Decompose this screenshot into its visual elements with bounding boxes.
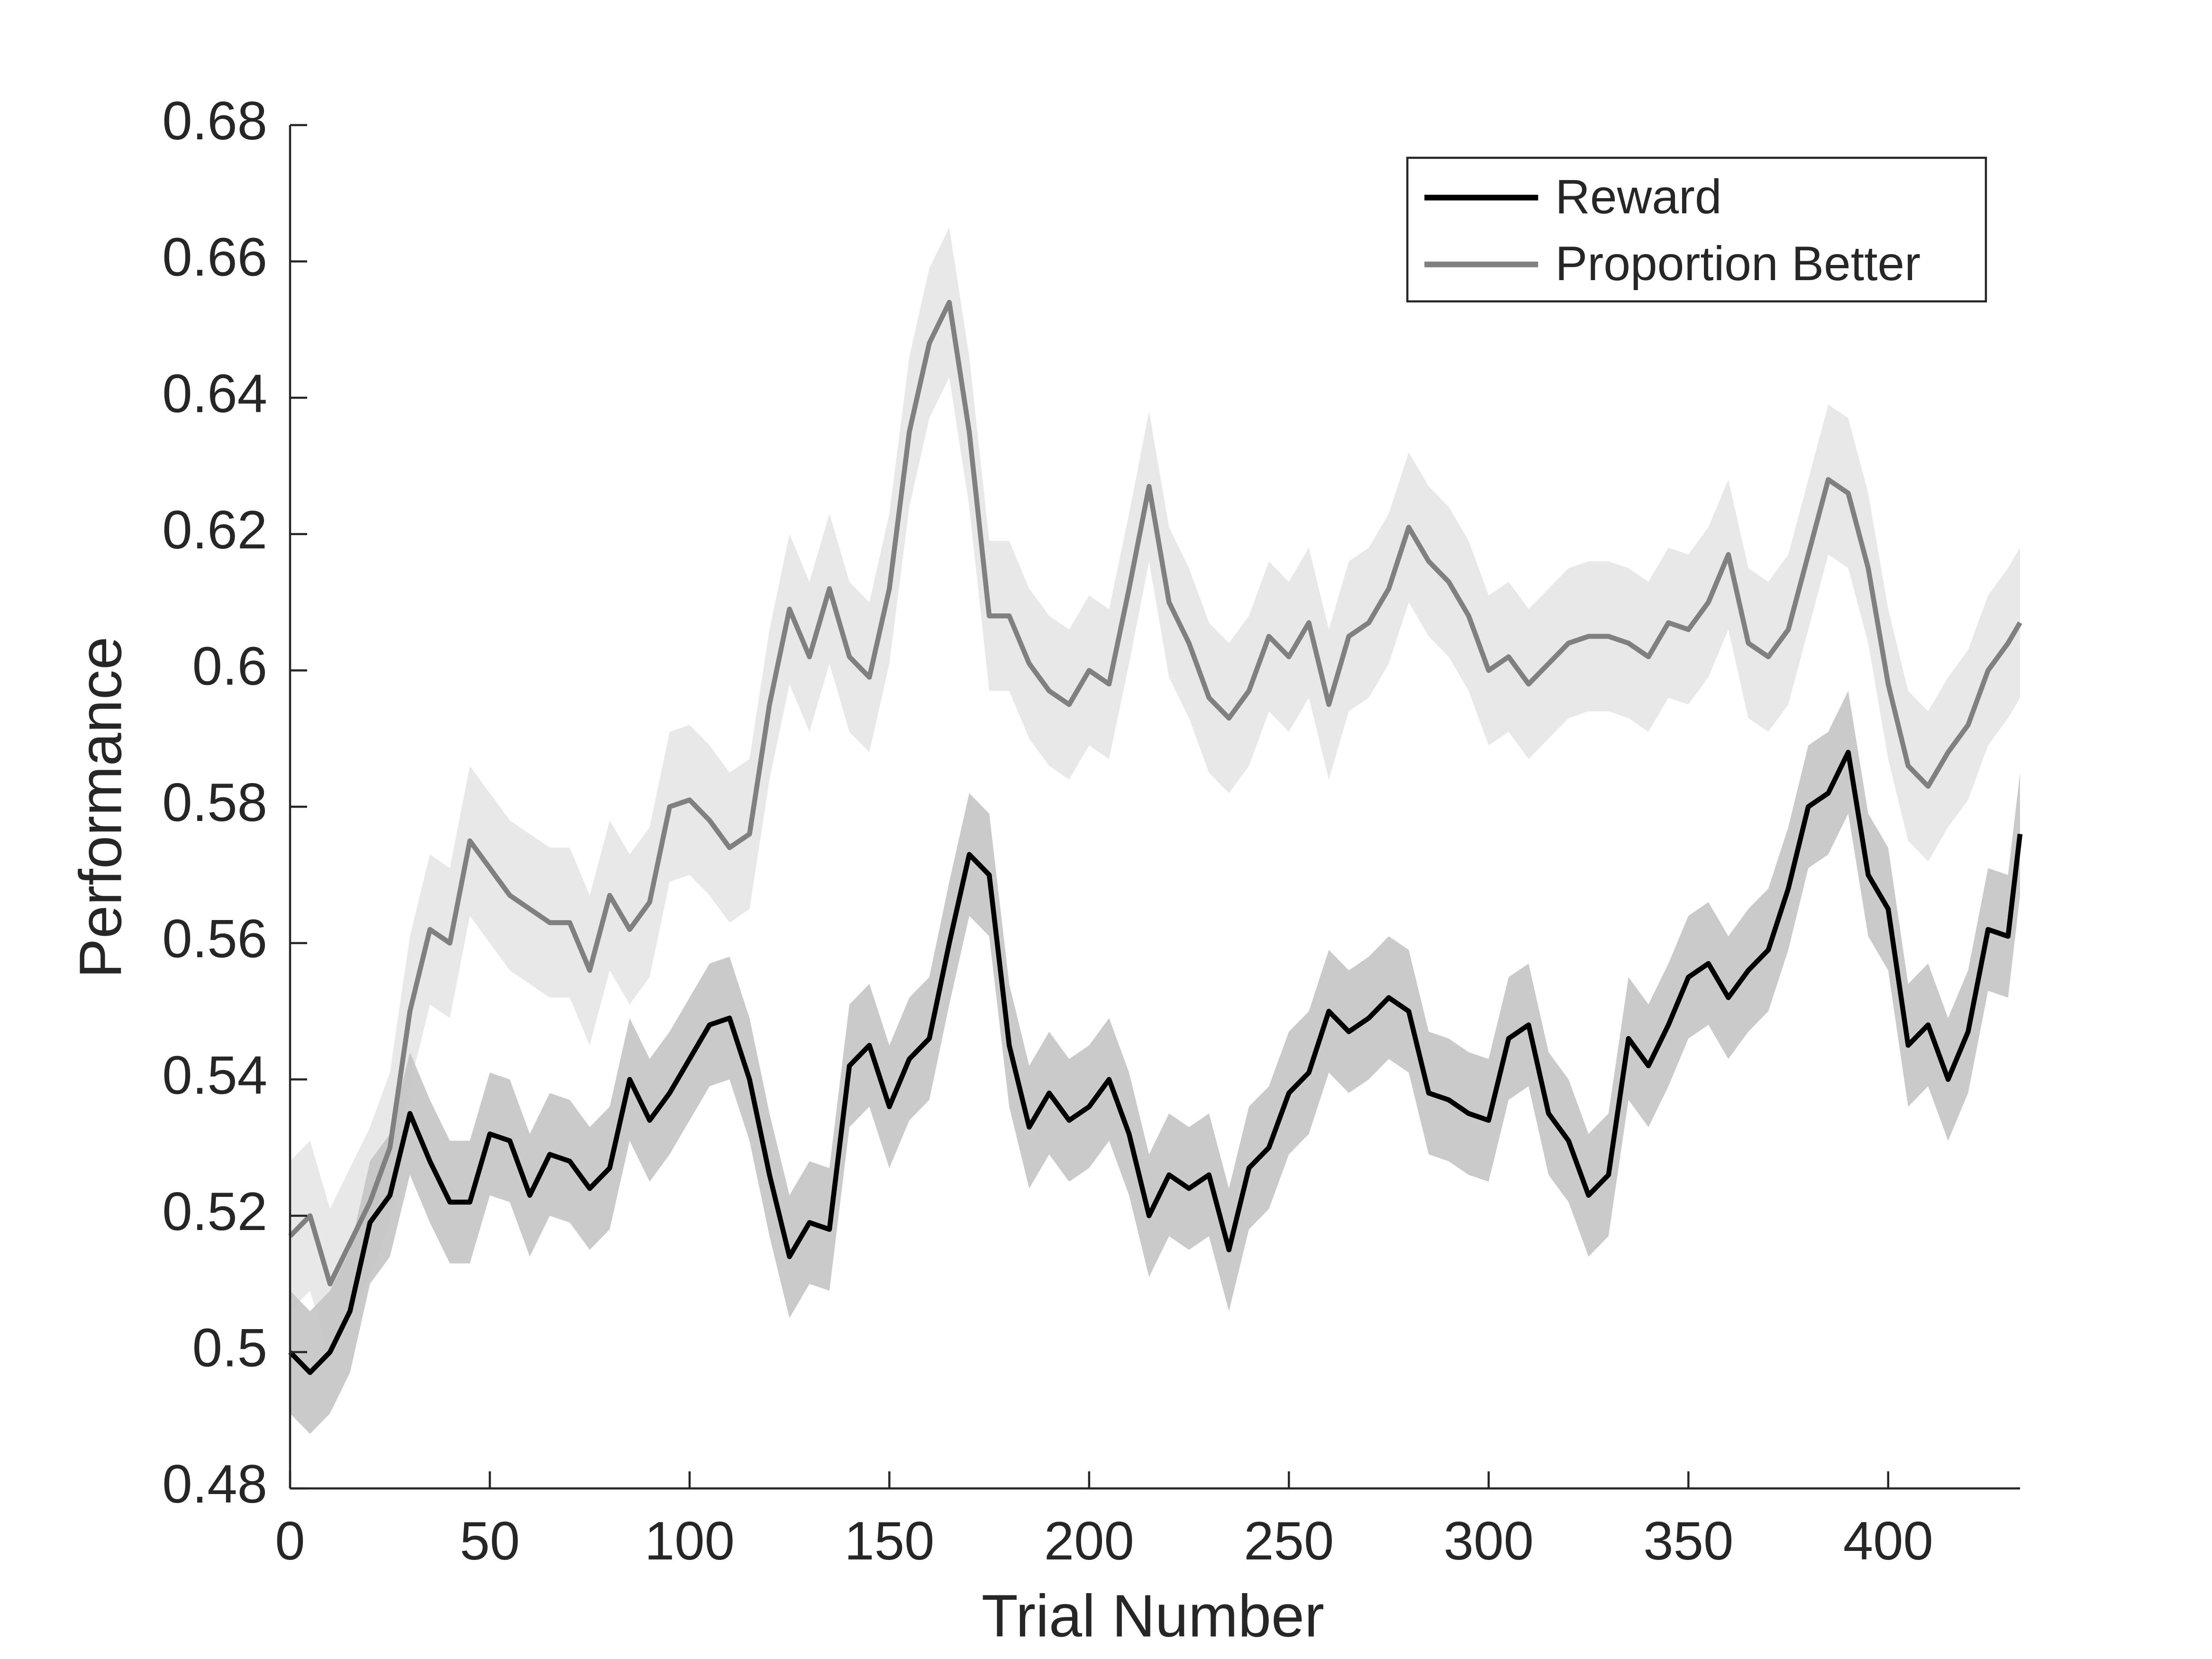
- line: [288, 300, 2022, 1286]
- line: [288, 749, 2023, 1375]
- error-band: [290, 691, 2020, 1434]
- y-tick-label: 0.56: [162, 909, 267, 969]
- y-tick-label: 0.52: [162, 1182, 267, 1242]
- y-tick-label: 0.58: [162, 773, 267, 833]
- x-tick-label: 250: [1244, 1511, 1334, 1571]
- y-tick-label: 0.6: [192, 637, 267, 697]
- legend-label: Reward: [1555, 170, 1721, 224]
- y-axis-label: Performance: [67, 637, 134, 978]
- x-tick-label: 100: [645, 1511, 735, 1571]
- x-tick-label: 50: [460, 1511, 520, 1571]
- x-tick-label: 150: [844, 1511, 934, 1571]
- y-tick-label: 0.48: [162, 1454, 267, 1514]
- legend-box: [1406, 156, 1987, 303]
- x-tick-label: 350: [1643, 1511, 1733, 1571]
- y-tick-label: 0.54: [162, 1045, 267, 1105]
- legend-label: Proportion Better: [1555, 237, 1921, 291]
- y-tick-label: 0.64: [162, 364, 267, 424]
- y-tick-label: 0.66: [162, 228, 267, 288]
- x-tick-label: 0: [275, 1511, 305, 1571]
- y-tick-label: 0.62: [162, 500, 267, 560]
- y-tick-label: 0.5: [192, 1318, 267, 1378]
- x-tick-label: 300: [1444, 1511, 1534, 1571]
- error-band: [290, 227, 2020, 1359]
- x-tick-label: 200: [1044, 1511, 1134, 1571]
- y-tick-label: 0.68: [162, 91, 267, 151]
- x-axis-label: Trial Number: [982, 1582, 1324, 1649]
- x-tick-label: 400: [1843, 1511, 1933, 1571]
